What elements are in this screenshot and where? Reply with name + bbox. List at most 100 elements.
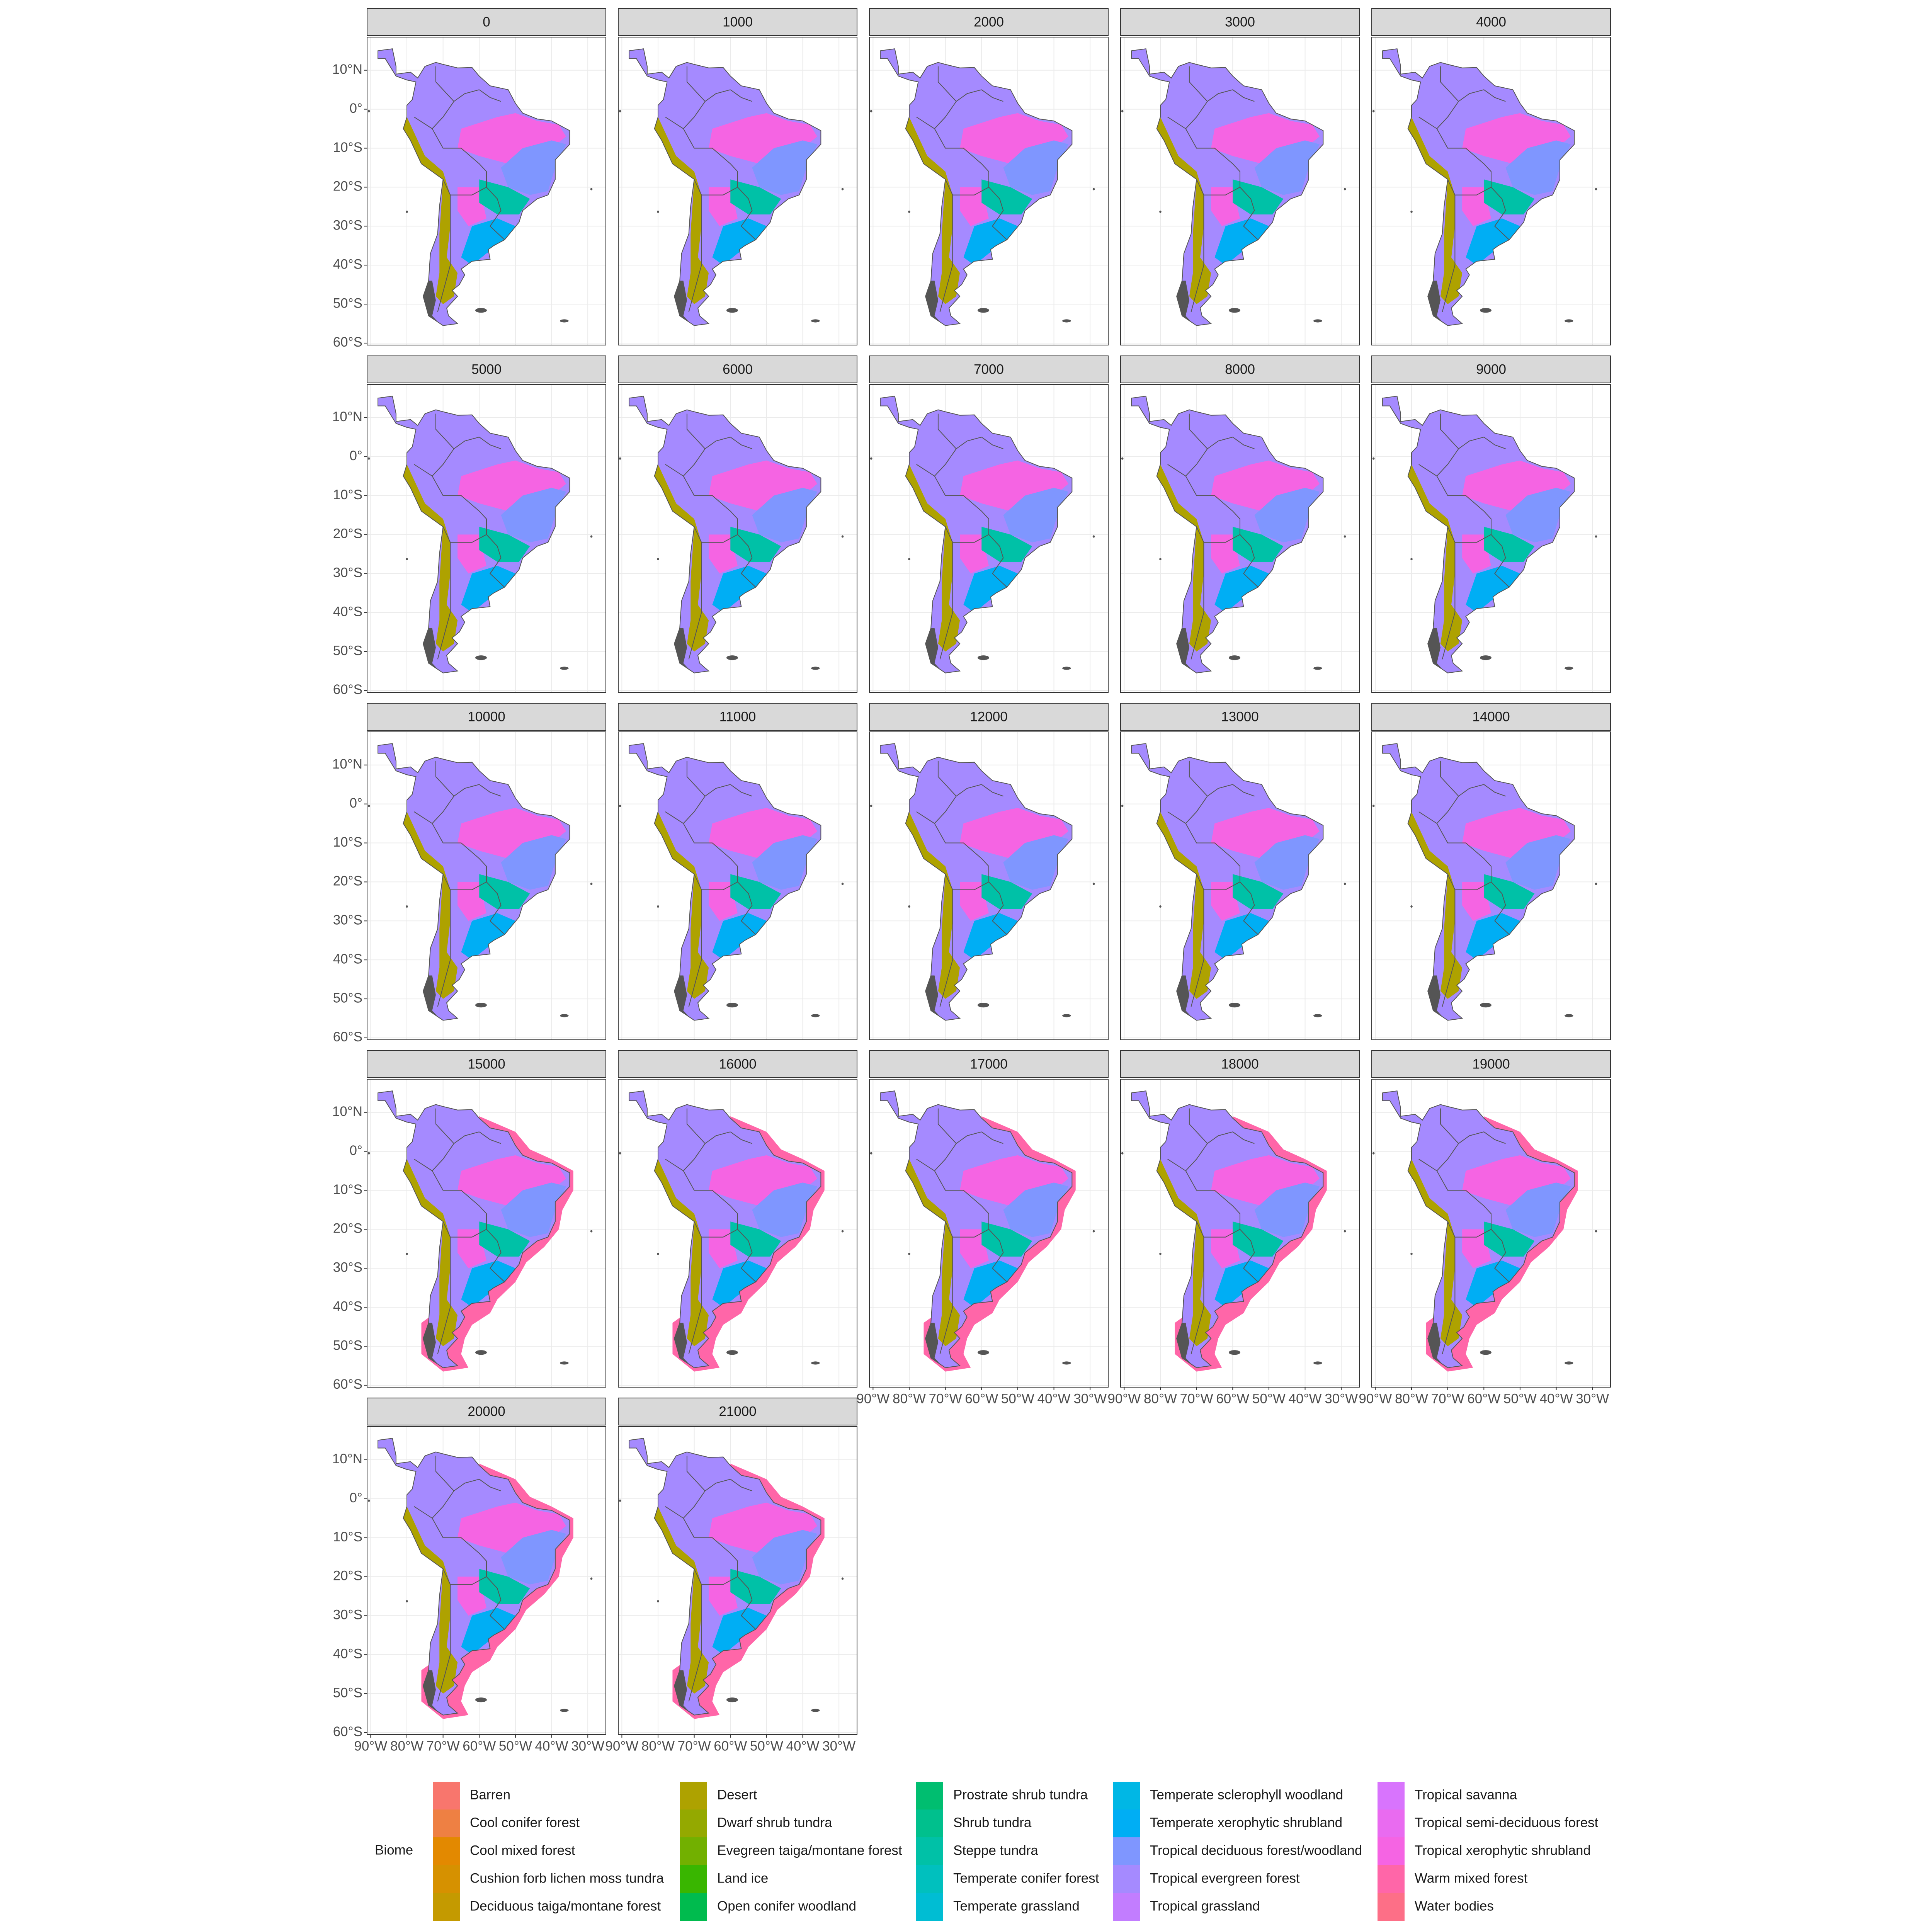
facet-panel: 14000 bbox=[1357, 703, 1611, 1040]
y-tick-label: 60°S bbox=[333, 682, 362, 697]
legend-label: Tropical semi-deciduous forest bbox=[1415, 1815, 1599, 1830]
facet-panel: 19000 90°W 80°W 70°W 60°W 50°W 40°W 30°W bbox=[1357, 1050, 1611, 1406]
panel-border bbox=[1120, 384, 1360, 693]
x-tick-label: 60°W bbox=[714, 1738, 747, 1753]
x-tick-label: 40°W bbox=[1289, 1391, 1322, 1406]
y-tick-label: 50°S bbox=[333, 1338, 362, 1353]
y-tick-label: 30°S bbox=[333, 913, 362, 928]
legend-key bbox=[680, 1782, 707, 1810]
strip bbox=[618, 8, 857, 36]
legend-label: Steppe tundra bbox=[953, 1843, 1038, 1858]
x-tick-label: 80°W bbox=[641, 1738, 675, 1753]
strip bbox=[1120, 703, 1360, 731]
legend-key bbox=[916, 1782, 943, 1810]
strip-label: 18000 bbox=[1221, 1056, 1259, 1071]
facet-panel: 12000 bbox=[855, 703, 1108, 1040]
y-tick-label: 50°S bbox=[333, 990, 362, 1005]
facet-panel: 18000 90°W 80°W 70°W 60°W 50°W 40°W 30°W bbox=[1106, 1050, 1360, 1406]
y-tick-label: 10°S bbox=[333, 487, 362, 502]
strip-label: 2000 bbox=[974, 14, 1004, 29]
legend-key bbox=[433, 1837, 460, 1865]
strip bbox=[1371, 703, 1611, 731]
facet-panel: 4000 bbox=[1357, 8, 1611, 345]
x-tick-label: 70°W bbox=[929, 1391, 962, 1406]
facet-panel: 9000 bbox=[1357, 355, 1611, 692]
y-tick-label: 30°S bbox=[333, 218, 362, 233]
y-tick-label: 10°N bbox=[332, 757, 362, 772]
legend-label: Cool mixed forest bbox=[470, 1843, 575, 1858]
strip bbox=[1371, 355, 1611, 383]
x-tick-label: 30°W bbox=[1073, 1391, 1107, 1406]
y-tick-label: 0° bbox=[350, 101, 362, 116]
legend-label: Cushion forb lichen moss tundra bbox=[470, 1871, 664, 1886]
legend-label: Water bodies bbox=[1415, 1898, 1494, 1913]
facet-panel: 20000 10°N 0° 10°S 20°S 30°S 40°S 50°S 60°S90°W 8… bbox=[332, 1398, 606, 1753]
strip bbox=[367, 355, 606, 383]
legend-key bbox=[1113, 1810, 1140, 1837]
x-tick-label: 40°W bbox=[786, 1738, 820, 1753]
legend-key bbox=[1113, 1893, 1140, 1921]
legend-label: Shrub tundra bbox=[953, 1815, 1032, 1830]
legend-key bbox=[680, 1837, 707, 1865]
panel-border bbox=[618, 1426, 857, 1735]
x-tick-label: 90°W bbox=[856, 1391, 889, 1406]
legend-key bbox=[433, 1782, 460, 1810]
legend-label: Land ice bbox=[717, 1871, 768, 1886]
strip-label: 15000 bbox=[468, 1056, 505, 1071]
strip-label: 17000 bbox=[970, 1056, 1007, 1071]
x-tick-label: 60°W bbox=[1216, 1391, 1249, 1406]
facet-panel: 0 10°N 0° 10°S 20°S 30°S 40°S 50°S 60°S bbox=[332, 8, 606, 350]
legend-key bbox=[1378, 1865, 1405, 1893]
y-tick-label: 10°N bbox=[332, 62, 362, 77]
strip-label: 20000 bbox=[468, 1404, 505, 1419]
panel-border bbox=[367, 37, 606, 345]
legend-label: Dwarf shrub tundra bbox=[717, 1815, 832, 1830]
x-tick-label: 40°W bbox=[1037, 1391, 1071, 1406]
panel-border bbox=[1120, 37, 1360, 345]
legend: Biome Barren Cool conifer forest Cool mixe… bbox=[375, 1782, 1599, 1921]
strip-label: 3000 bbox=[1225, 14, 1255, 29]
y-tick-label: 60°S bbox=[333, 1029, 362, 1044]
strip bbox=[1371, 1050, 1611, 1078]
legend-key bbox=[433, 1810, 460, 1837]
legend-label: Tropical xerophytic shrubland bbox=[1415, 1843, 1591, 1858]
strip-label: 7000 bbox=[974, 362, 1004, 377]
legend-label: Temperate conifer forest bbox=[953, 1871, 1099, 1886]
x-tick-label: 60°W bbox=[463, 1738, 496, 1753]
panel-border bbox=[367, 1426, 606, 1735]
y-tick-label: 10°S bbox=[333, 140, 362, 155]
strip bbox=[1371, 8, 1611, 36]
legend-key bbox=[1378, 1810, 1405, 1837]
x-tick-label: 50°W bbox=[499, 1738, 532, 1753]
facet-panel: 1000 bbox=[604, 8, 857, 345]
panel-border bbox=[618, 731, 857, 1040]
strip-label: 0 bbox=[483, 14, 490, 29]
strip bbox=[1120, 1050, 1360, 1078]
x-tick-label: 80°W bbox=[1144, 1391, 1177, 1406]
legend-key bbox=[680, 1810, 707, 1837]
x-tick-label: 70°W bbox=[1431, 1391, 1464, 1406]
strip-label: 1000 bbox=[723, 14, 753, 29]
legend-key bbox=[916, 1810, 943, 1837]
x-tick-label: 50°W bbox=[750, 1738, 783, 1753]
panel-border bbox=[367, 1079, 606, 1388]
legend-label: Tropical savanna bbox=[1415, 1787, 1517, 1802]
legend-label: Temperate sclerophyll woodland bbox=[1150, 1787, 1343, 1802]
legend-key bbox=[1113, 1782, 1140, 1810]
panel-border bbox=[618, 1079, 857, 1388]
facet-panel: 17000 90°W 80°W 70°W 60°W 50°W 40°W 30°W bbox=[855, 1050, 1108, 1406]
legend-label: Temperate grassland bbox=[953, 1898, 1080, 1913]
facet-panel: 6000 bbox=[604, 355, 857, 693]
x-tick-label: 70°W bbox=[1180, 1391, 1213, 1406]
legend-label: Tropical grassland bbox=[1150, 1898, 1260, 1913]
y-tick-label: 30°S bbox=[333, 1607, 362, 1622]
x-tick-label: 70°W bbox=[678, 1738, 711, 1753]
strip-label: 10000 bbox=[468, 709, 505, 724]
x-tick-label: 30°W bbox=[1325, 1391, 1358, 1406]
y-tick-label: 30°S bbox=[333, 565, 362, 580]
panel-border bbox=[618, 384, 857, 693]
y-tick-label: 20°S bbox=[333, 874, 362, 889]
x-tick-label: 70°W bbox=[427, 1738, 460, 1753]
y-tick-label: 20°S bbox=[333, 179, 362, 194]
y-tick-label: 40°S bbox=[333, 951, 362, 966]
